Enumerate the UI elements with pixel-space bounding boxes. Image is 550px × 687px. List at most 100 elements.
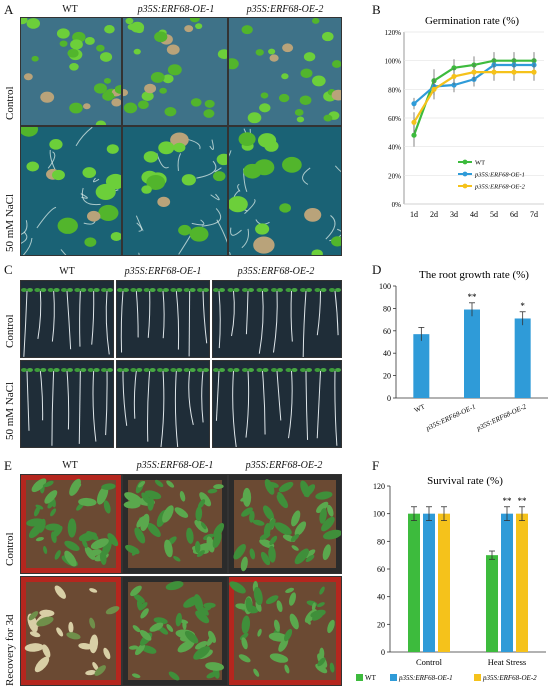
cotyledon (26, 161, 40, 172)
cotyledon (158, 141, 175, 155)
panel-letter-f: F (372, 458, 380, 473)
chart-b-point (491, 69, 497, 75)
root (147, 290, 151, 338)
chart-f-x-tick: Control (416, 657, 443, 667)
photo-c-nacl-oe2 (212, 360, 342, 448)
cotyledon (162, 74, 174, 84)
root-strand (21, 220, 28, 235)
leaf (233, 368, 240, 372)
cotyledon (130, 21, 145, 33)
leaf (47, 288, 54, 292)
rosette-leaf (241, 615, 251, 634)
chart-f-legend-swatch (474, 674, 481, 681)
rosette-leaf (241, 637, 248, 650)
cotyledon (311, 249, 323, 255)
leaf (314, 288, 321, 292)
rosette-leaf (90, 538, 109, 550)
cotyledon (203, 109, 215, 118)
chart-b-legend-label: p35S:ERF68-OE-2 (474, 184, 526, 191)
root (78, 370, 81, 444)
cotyledon (31, 55, 39, 62)
leaf (163, 368, 169, 372)
cotyledon (141, 91, 154, 101)
leaf (130, 288, 137, 292)
root-strand (80, 193, 88, 199)
rosette-leaf (35, 537, 44, 542)
photo-a-nacl-oe2 (228, 126, 342, 256)
chart-f-legend-label: WT (365, 674, 377, 682)
chart-f-y-tick: 0 (381, 648, 385, 657)
rosette-leaf (197, 499, 206, 509)
chart-f-y-tick: 40 (377, 593, 385, 602)
root-strand (325, 215, 336, 240)
rosette-leaf (305, 549, 316, 558)
leaf (314, 368, 321, 372)
cotyledon (123, 89, 129, 97)
panel-letter-a: A (4, 2, 14, 17)
chart-d-y-tick: 80 (383, 304, 391, 313)
root (288, 370, 293, 439)
photo-a-nacl-wt (20, 126, 122, 256)
rosette-leaf (92, 662, 99, 671)
rosette-leaf (133, 594, 145, 603)
rosette-leaf (268, 518, 276, 531)
rosette-leaf (288, 592, 296, 606)
chart-b-y-tick: 60% (388, 115, 401, 123)
cotyledon (69, 62, 79, 71)
rosette-leaf (238, 654, 251, 663)
leaf (306, 288, 312, 292)
root (258, 290, 264, 354)
root (66, 290, 72, 350)
rosette-leaf (264, 479, 275, 495)
chart-b-x-tick: 5d (490, 210, 498, 219)
panel-e-row-control: Control (4, 532, 16, 566)
rosette-leaf (193, 594, 204, 613)
chart-f-title: Survival rate (%) (427, 475, 503, 487)
cotyledon (255, 223, 270, 235)
root (39, 370, 44, 421)
root (273, 290, 278, 353)
root (133, 370, 137, 419)
chart-survival: Survival rate (%) 0 20 40 60 80 100 120 Control… (356, 475, 546, 682)
cotyledon (133, 48, 141, 55)
leaf (93, 368, 100, 372)
cotyledon (216, 153, 227, 166)
rosette-leaf (291, 510, 301, 527)
leaf (170, 288, 177, 292)
root-strand (230, 227, 242, 236)
leaf (203, 368, 209, 372)
leaf (74, 368, 81, 372)
rosette-leaf (89, 617, 96, 629)
leaf (320, 368, 327, 372)
chart-d-y-tick: 40 (383, 349, 391, 358)
cotyledon (282, 43, 294, 53)
root (175, 290, 180, 350)
rosette-leaf (67, 518, 77, 538)
root (51, 290, 55, 342)
rosette-leaf (253, 668, 260, 677)
chart-b-legend-marker (462, 159, 468, 165)
root-strand (229, 251, 231, 255)
cotyledon (331, 236, 341, 247)
rosette-leaf (265, 595, 279, 605)
root (160, 370, 165, 447)
cotyledon (281, 73, 289, 80)
rosette-leaf (134, 643, 145, 656)
leaf (183, 368, 190, 372)
leaf (21, 368, 27, 372)
root (105, 290, 110, 355)
cotyledon (98, 204, 119, 222)
chart-b-point (411, 119, 417, 125)
leaf (203, 288, 209, 292)
rosette-leaf (42, 482, 51, 488)
root (174, 370, 179, 447)
root (231, 290, 235, 337)
panel-c-col-wt: WT (59, 266, 75, 277)
leaf (67, 368, 73, 372)
photo-e-recovery-wt (20, 576, 122, 686)
rosette-leaf (323, 529, 341, 540)
rosette-leaf (33, 506, 40, 517)
cotyledon (102, 91, 115, 101)
rosette-leaf (329, 662, 335, 673)
rosette-leaf (229, 581, 246, 594)
